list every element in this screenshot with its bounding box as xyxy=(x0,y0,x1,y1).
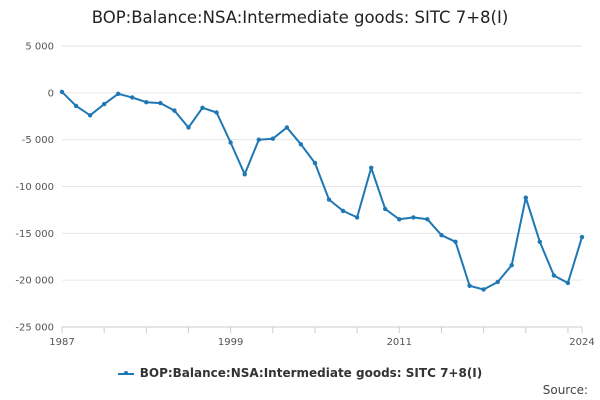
data-point xyxy=(509,263,514,268)
chart-title: BOP:Balance:NSA:Intermediate goods: SITC… xyxy=(91,8,509,27)
data-point xyxy=(411,215,416,220)
data-point xyxy=(453,239,458,244)
x-tick-label: 1999 xyxy=(218,337,243,348)
legend[interactable]: BOP:Balance:NSA:Intermediate goods: SITC… xyxy=(0,366,600,380)
data-point xyxy=(130,95,135,100)
data-point xyxy=(565,280,571,286)
data-point xyxy=(228,140,233,145)
data-point xyxy=(312,160,318,166)
x-tick-label: 2024 xyxy=(569,337,594,348)
y-tick-label: -25 000 xyxy=(15,323,54,334)
data-point xyxy=(270,136,275,141)
data-point xyxy=(340,208,346,214)
data-point xyxy=(551,273,557,278)
data-point xyxy=(579,234,585,240)
data-point xyxy=(326,197,332,202)
data-point xyxy=(144,100,149,105)
data-point xyxy=(158,100,163,106)
legend-swatch-icon xyxy=(117,370,134,375)
data-point xyxy=(425,217,430,222)
data-point xyxy=(439,233,444,238)
data-point xyxy=(369,165,374,170)
data-point xyxy=(73,103,79,109)
data-point xyxy=(383,206,388,212)
data-point xyxy=(481,287,486,292)
data-point xyxy=(87,113,93,118)
y-tick-label: -10 000 xyxy=(15,182,54,193)
data-point xyxy=(354,215,360,220)
data-point xyxy=(256,137,261,142)
series-line xyxy=(61,91,583,291)
data-point xyxy=(397,217,402,222)
source-label: Source: xyxy=(542,383,588,397)
data-point xyxy=(537,239,542,244)
data-point xyxy=(467,283,472,288)
data-point xyxy=(200,105,205,111)
data-point xyxy=(116,91,121,97)
data-point xyxy=(172,108,177,113)
data-point xyxy=(298,142,304,147)
data-point xyxy=(186,125,191,130)
data-point xyxy=(495,279,500,285)
legend-label: BOP:Balance:NSA:Intermediate goods: SITC… xyxy=(139,366,483,380)
x-tick-label: 1987 xyxy=(49,337,74,348)
y-tick-label: -15 000 xyxy=(15,229,54,240)
data-point xyxy=(59,89,65,95)
x-tick-label: 2011 xyxy=(387,337,412,348)
y-tick-label: -5 000 xyxy=(22,135,54,146)
data-point xyxy=(102,101,107,107)
data-point xyxy=(523,195,528,200)
data-point xyxy=(242,172,247,177)
y-tick-label: -20 000 xyxy=(15,276,54,287)
y-tick-label: 0 xyxy=(48,88,54,99)
y-tick-label: 5 000 xyxy=(25,42,54,53)
data-point xyxy=(214,110,219,115)
data-point xyxy=(284,125,290,130)
